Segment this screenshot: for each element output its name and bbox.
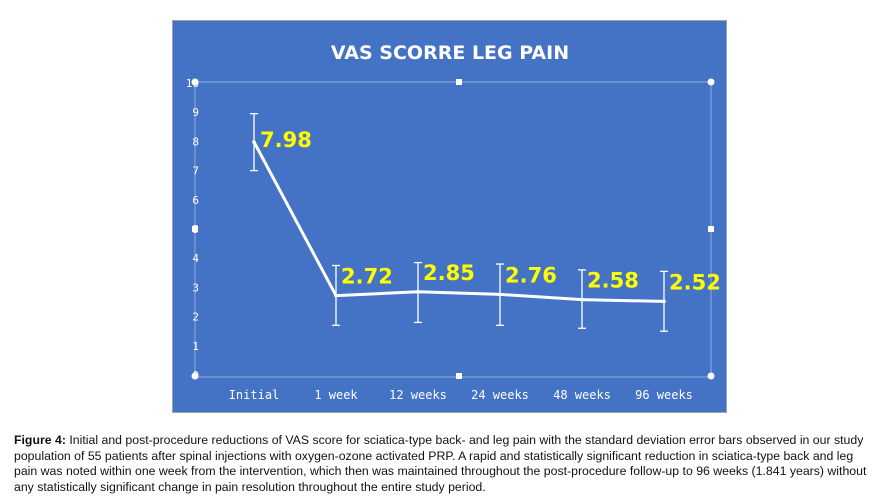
data-label-1: 2.72 — [341, 265, 393, 289]
data-point-2 — [416, 289, 420, 294]
data-point-5 — [662, 299, 666, 304]
x-category-label-3: 24 weeks — [471, 388, 529, 402]
y-tick-label-2: 2 — [192, 311, 199, 324]
plot-corner-handle-1 — [707, 78, 715, 86]
plot-edge-handle-0 — [456, 79, 462, 85]
data-label-0: 7.98 — [260, 128, 312, 152]
y-tick-label-10: 10 — [186, 77, 199, 90]
x-category-label-2: 12 weeks — [389, 388, 447, 402]
series-line — [252, 141, 665, 303]
data-label-2: 2.85 — [423, 261, 475, 285]
figure-caption: Figure 4: Initial and post-procedure red… — [14, 433, 874, 495]
data-point-0 — [252, 140, 256, 144]
x-category-label-5: 96 weeks — [635, 388, 693, 402]
plot-corner-handle-2 — [191, 372, 199, 380]
y-tick-label-4: 4 — [192, 252, 199, 265]
data-point-1 — [334, 293, 338, 298]
data-point-3 — [498, 292, 502, 297]
y-tick-label-3: 3 — [192, 281, 199, 294]
x-category-label-1: 1 week — [314, 388, 358, 402]
chart-title: VAS SCORRE LEG PAIN — [331, 42, 569, 64]
data-label-4: 2.58 — [587, 269, 639, 293]
plot-area-frame — [194, 81, 712, 378]
plot-edge-handle-3 — [708, 226, 714, 232]
x-category-label-4: 48 weeks — [553, 388, 611, 402]
chart-panel: VAS SCORRE LEG PAIN 0 1 2 3 4 5 6 7 8 9 10 Initial 1 … — [172, 20, 727, 413]
x-category-label-0: Initial — [229, 388, 280, 402]
plot-edge-handle-1 — [456, 373, 462, 379]
caption-text: Initial and post-procedure reductions of… — [14, 433, 867, 494]
y-tick-label-8: 8 — [192, 135, 199, 148]
y-tick-label-9: 9 — [192, 106, 199, 119]
y-tick-label-6: 6 — [192, 194, 199, 207]
plot-edge-handle-2 — [192, 226, 198, 232]
data-label-3: 2.76 — [505, 263, 557, 287]
plot-corner-handle-3 — [707, 372, 715, 380]
data-point-4 — [580, 297, 584, 302]
plot-corner-handle-0 — [191, 78, 199, 86]
y-tick-label-5: 5 — [192, 223, 199, 236]
data-label-5: 2.52 — [669, 270, 721, 294]
vas-line-chart: VAS SCORRE LEG PAIN 0 1 2 3 4 5 6 7 8 9 10 Initial 1 … — [186, 42, 721, 402]
caption-label: Figure 4: — [14, 433, 66, 447]
y-tick-label-0: 0 — [192, 369, 199, 382]
y-tick-label-1: 1 — [192, 340, 199, 353]
y-tick-label-7: 7 — [192, 165, 199, 178]
